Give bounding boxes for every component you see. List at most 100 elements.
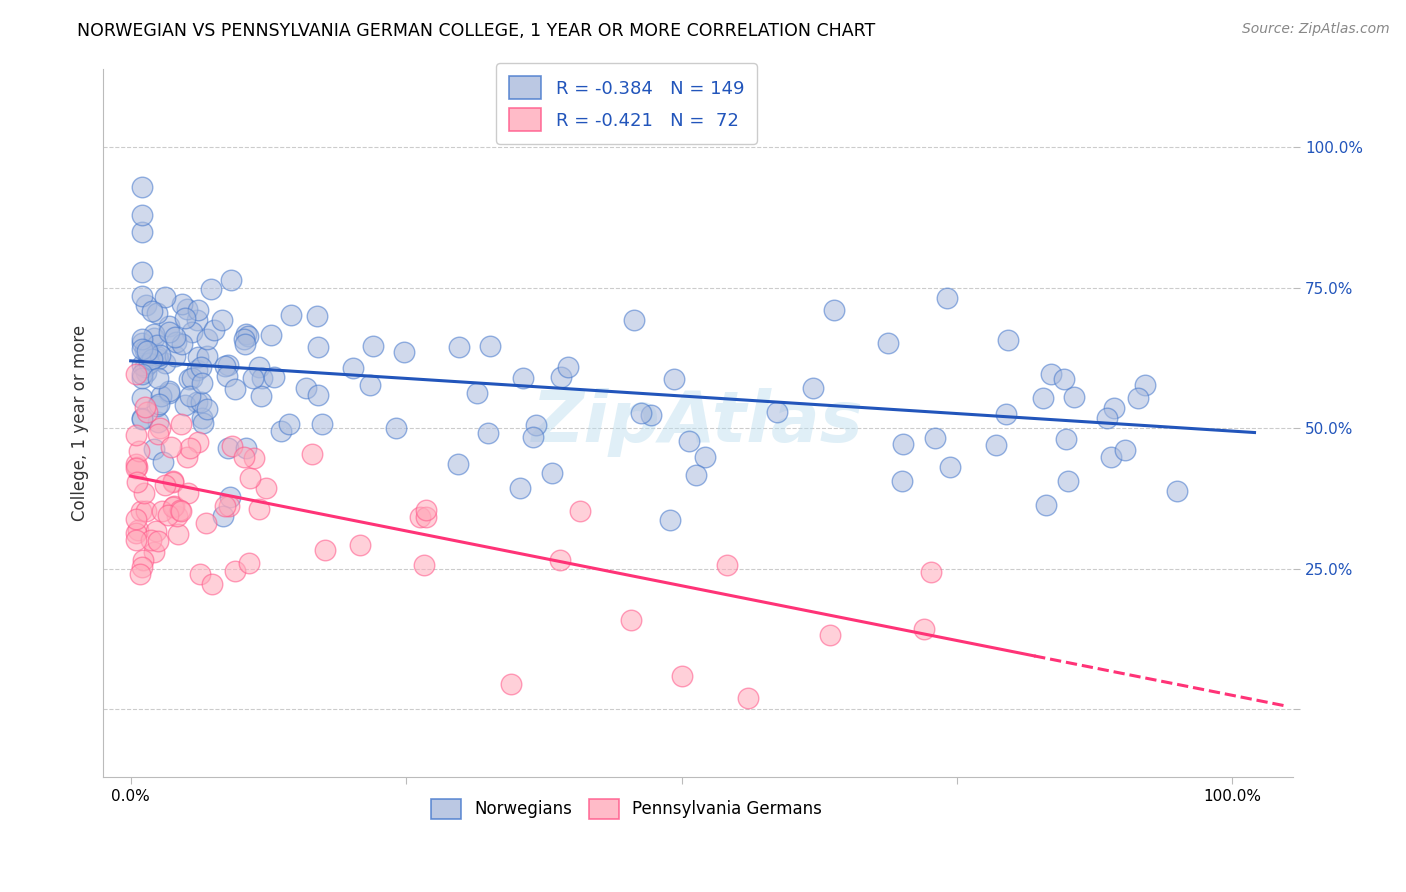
Point [177,372,200,386]
Point [131,332,153,346]
Point [131,560,153,574]
Point [157,384,180,399]
Point [233,337,256,351]
Point [557,360,579,375]
Point [1095,411,1118,425]
Point [125,458,148,472]
Point [447,458,470,472]
Point [165,330,187,344]
Point [179,441,201,455]
Point [148,426,170,441]
Point [294,381,316,395]
Point [143,331,166,345]
Point [170,504,193,518]
Point [162,474,184,488]
Point [186,395,208,409]
Point [912,622,935,636]
Point [143,326,166,341]
Point [159,440,181,454]
Point [149,421,172,435]
Point [125,533,148,547]
Point [187,350,209,364]
Point [155,356,177,370]
Point [153,290,176,304]
Point [125,428,148,442]
Point [131,391,153,405]
Point [1133,378,1156,392]
Point [190,359,212,374]
Point [131,367,153,381]
Point [392,344,415,359]
Point [201,577,224,591]
Point [522,430,544,444]
Point [190,394,212,409]
Point [177,486,200,500]
Point [247,501,270,516]
Point [173,311,195,326]
Point [640,408,662,422]
Point [413,558,436,572]
Point [173,398,195,412]
Point [361,339,384,353]
Point [131,289,153,303]
Point [125,461,148,475]
Point [311,417,333,431]
Point [218,500,240,514]
Point [165,334,187,349]
Point [131,342,153,356]
Point [125,367,148,381]
Point [447,340,470,354]
Point [409,509,432,524]
Point [136,405,159,419]
Point [891,474,914,488]
Point [138,356,160,370]
Point [280,309,302,323]
Point [190,376,212,391]
Point [145,524,167,538]
Point [200,282,222,296]
Point [250,371,273,385]
Point [270,424,292,438]
Point [630,406,652,420]
Point [766,404,789,418]
Point [920,565,942,579]
Point [233,332,256,346]
Point [239,471,262,485]
Point [716,558,738,572]
Point [149,348,172,362]
Point [301,447,323,461]
Point [186,362,208,376]
Point [1102,401,1125,415]
Point [149,389,172,403]
Point [176,301,198,316]
Point [167,527,190,541]
Point [187,434,209,449]
Point [219,490,242,504]
Point [235,327,257,342]
Point [939,459,962,474]
Point [181,325,204,339]
Point [936,291,959,305]
Point [342,360,364,375]
Point [135,298,157,312]
Point [134,343,156,357]
Point [1052,372,1074,386]
Point [146,399,169,413]
Point [997,334,1019,348]
Point [141,304,163,318]
Point [195,402,218,417]
Point [127,524,149,538]
Point [146,337,169,351]
Point [1166,483,1188,498]
Point [132,486,155,500]
Point [823,303,845,318]
Point [211,508,233,523]
Point [214,359,236,373]
Point [1056,475,1078,489]
Point [186,313,208,327]
Point [217,358,239,372]
Point [163,349,186,363]
Point [278,417,301,431]
Point [250,388,273,402]
Point [141,533,163,547]
